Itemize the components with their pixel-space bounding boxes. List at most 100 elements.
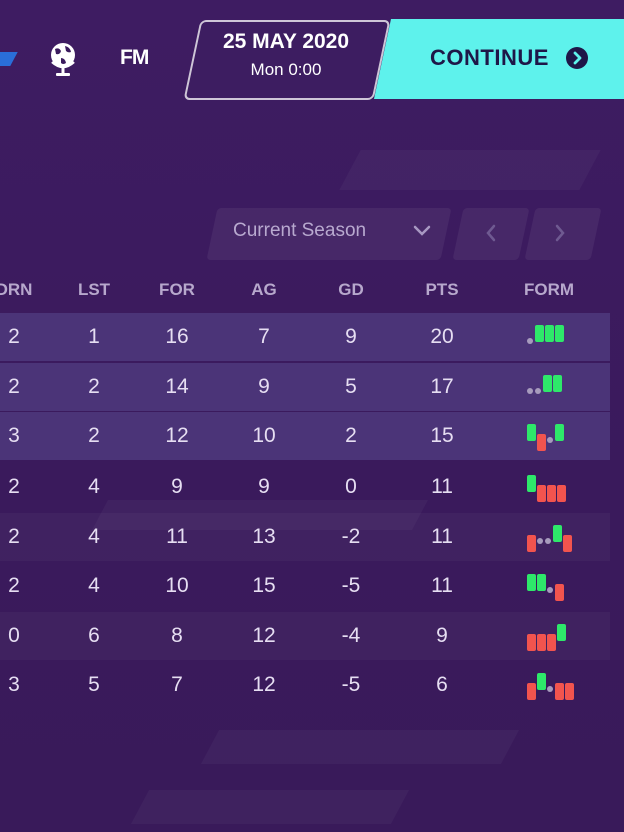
table-row[interactable]: 2 1 16 7 9 20 (0, 313, 610, 361)
cell-for: 16 (165, 325, 189, 348)
bg-streak (339, 150, 600, 190)
cell-lst: 4 (88, 475, 100, 498)
fm-logo[interactable]: FM (120, 46, 149, 69)
cell-ag: 12 (252, 624, 276, 647)
chevron-left-icon[interactable] (483, 222, 499, 244)
cell-gd: -5 (341, 673, 361, 696)
form-guide[interactable] (527, 313, 583, 361)
continue-label[interactable]: CONTINUE (430, 45, 549, 70)
cell-gd: 0 (345, 475, 357, 498)
table-row[interactable]: 2 4 9 9 0 11 (0, 463, 610, 511)
cell-lst: 2 (88, 424, 100, 447)
form-win-marker (543, 375, 552, 392)
form-loss-marker (537, 634, 546, 651)
form-loss-marker (537, 434, 546, 451)
cell-ag: 12 (252, 673, 276, 696)
form-loss-marker (555, 683, 564, 700)
form-guide[interactable] (527, 612, 583, 660)
cell-pts: 9 (436, 624, 448, 647)
current-date: 25 MAY 2020 (222, 30, 350, 53)
col-header-ag[interactable]: AG (251, 280, 277, 299)
cell-ag: 9 (258, 475, 270, 498)
cell-lst: 2 (88, 375, 100, 398)
cell-lst: 4 (88, 525, 100, 548)
cell-lst: 5 (88, 673, 100, 696)
continue-arrow-icon[interactable] (565, 46, 589, 70)
form-guide[interactable] (527, 363, 583, 411)
chevron-down-icon[interactable] (412, 224, 432, 238)
col-header-lst[interactable]: LST (77, 280, 111, 299)
cell-for: 8 (171, 624, 183, 647)
form-win-marker (555, 325, 564, 342)
cell-ag: 10 (252, 424, 276, 447)
form-loss-marker (555, 584, 564, 601)
cell-ag: 9 (258, 375, 270, 398)
form-win-marker (527, 574, 536, 591)
cell-for: 11 (166, 525, 188, 548)
form-win-marker (535, 325, 544, 342)
bg-streak (201, 730, 519, 764)
form-guide[interactable] (527, 661, 583, 709)
table-row[interactable]: 2 4 10 15 -5 11 (0, 562, 610, 610)
cell-for: 14 (165, 375, 189, 398)
cell-gd: 2 (345, 424, 357, 447)
globe-icon[interactable] (46, 40, 80, 78)
cell-drn: 3 (8, 424, 20, 447)
cell-gd: -5 (341, 574, 361, 597)
col-header-drn[interactable]: DRN (0, 280, 33, 299)
cell-pts: 11 (431, 525, 453, 548)
form-win-marker (527, 424, 536, 441)
table-row[interactable]: 3 5 7 12 -5 6 (0, 661, 610, 709)
table-row[interactable]: 2 2 14 9 5 17 (0, 363, 610, 411)
col-header-form[interactable]: FORM (523, 280, 575, 299)
form-loss-marker (563, 535, 572, 552)
form-draw-marker (545, 538, 551, 544)
nav-tab-edge[interactable] (0, 52, 18, 66)
cell-lst: 4 (88, 574, 100, 597)
form-guide[interactable] (527, 562, 583, 610)
cell-ag: 15 (252, 574, 276, 597)
form-loss-marker (557, 485, 566, 502)
form-loss-marker (565, 683, 574, 700)
season-dropdown-label[interactable]: Current Season (233, 220, 367, 241)
cell-pts: 17 (430, 375, 454, 398)
cell-drn: 2 (8, 574, 20, 597)
cell-pts: 11 (431, 574, 453, 597)
cell-drn: 2 (8, 475, 20, 498)
form-draw-marker (527, 388, 533, 394)
form-guide[interactable] (527, 463, 583, 511)
cell-pts: 11 (431, 475, 453, 498)
cell-ag: 7 (258, 325, 270, 348)
form-win-marker (537, 574, 546, 591)
cell-pts: 20 (430, 325, 454, 348)
cell-gd: -2 (341, 525, 361, 548)
col-header-pts[interactable]: PTS (425, 280, 459, 299)
form-loss-marker (527, 535, 536, 552)
form-guide[interactable] (527, 412, 583, 460)
form-draw-marker (547, 587, 553, 593)
cell-for: 9 (171, 475, 183, 498)
col-header-for[interactable]: FOR (159, 280, 195, 299)
cell-drn: 0 (8, 624, 20, 647)
form-loss-marker (527, 634, 536, 651)
form-loss-marker (537, 485, 546, 502)
form-win-marker (553, 525, 562, 542)
table-row[interactable]: 2 4 11 13 -2 11 (0, 513, 610, 561)
form-draw-marker (535, 388, 541, 394)
chevron-right-icon[interactable] (552, 222, 568, 244)
cell-gd: 9 (345, 325, 357, 348)
form-guide[interactable] (527, 513, 583, 561)
form-loss-marker (527, 683, 536, 700)
cell-for: 7 (171, 673, 183, 696)
top-bar: FM 25 MAY 2020 Mon 0:00 CONTINUE (0, 0, 624, 118)
form-win-marker (545, 325, 554, 342)
col-header-gd[interactable]: GD (338, 280, 364, 299)
cell-gd: -4 (341, 624, 361, 647)
cell-gd: 5 (345, 375, 357, 398)
table-row[interactable]: 3 2 12 10 2 15 (0, 412, 610, 460)
cell-lst: 6 (88, 624, 100, 647)
cell-drn: 3 (8, 673, 20, 696)
table-row[interactable]: 0 6 8 12 -4 9 (0, 612, 610, 660)
cell-pts: 6 (436, 673, 448, 696)
